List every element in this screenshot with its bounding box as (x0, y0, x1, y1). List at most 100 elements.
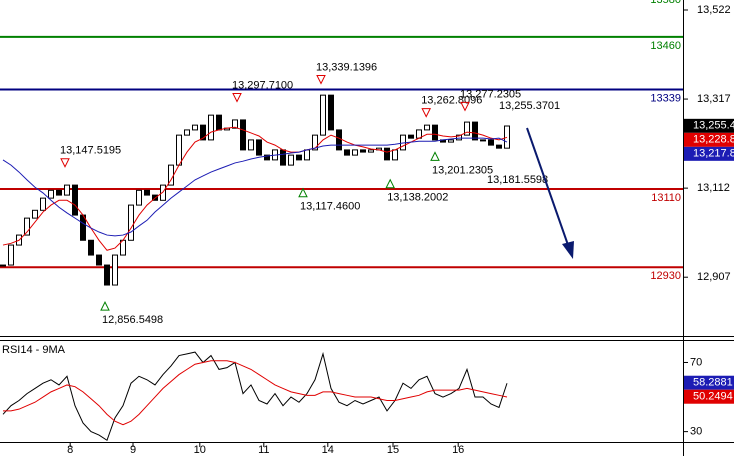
value-tag-label: 58.2881 (693, 377, 733, 389)
level-label: 13110 (651, 192, 681, 204)
annotation: 13,262.8096 (421, 95, 482, 107)
rsi-title: RSI14 - 9MA (2, 344, 66, 356)
candle (32, 209, 38, 219)
candle (40, 197, 46, 211)
value-tag (684, 389, 734, 404)
candle (328, 94, 334, 131)
candle (424, 124, 430, 131)
candle (296, 154, 302, 161)
candle (176, 134, 182, 166)
arrow-head (562, 241, 574, 259)
candle (64, 184, 70, 196)
value-tag-label: 50.2494 (693, 391, 733, 403)
level-label: 13339 (650, 92, 681, 104)
candle (208, 114, 214, 141)
x-tick-label: 11 (258, 444, 269, 456)
candle (104, 264, 110, 286)
candle (56, 189, 62, 196)
y-tick-label: 13,112 (697, 182, 730, 194)
candle (320, 94, 326, 136)
candle (448, 139, 454, 143)
candle (288, 154, 294, 166)
candle (496, 144, 502, 149)
rsi-tick-label: 30 (690, 426, 702, 438)
candle (256, 139, 262, 156)
candle (264, 154, 270, 161)
y-tick-label: 13,317 (697, 93, 731, 105)
candle (248, 139, 254, 151)
candle (456, 134, 462, 141)
candle (344, 149, 350, 156)
x-tick-label: 8 (67, 444, 73, 456)
value-tag-label: 13,217.8 (693, 148, 734, 160)
y-tick-label: 13,522 (697, 4, 731, 16)
peak-marker (316, 74, 326, 85)
level-label: 13460 (650, 40, 681, 52)
level-label: 13580 (650, 0, 681, 6)
value-tag (684, 118, 734, 133)
candle (504, 125, 510, 149)
candle (232, 119, 238, 129)
value-tag-label: 13,228.8 (693, 134, 734, 146)
candle (184, 129, 190, 136)
candle (304, 149, 310, 161)
annotation: 13,117.4600 (300, 201, 360, 213)
x-tick-label: 16 (452, 444, 464, 456)
annotation: 13,277.2305 (460, 88, 521, 100)
value-tag-label: 13,255.4 (693, 120, 734, 132)
rsi-line (2, 351, 508, 442)
peak-marker (232, 92, 242, 103)
candle (392, 149, 398, 161)
candle (368, 149, 374, 153)
x-tick-label: 14 (322, 444, 334, 456)
candle (96, 254, 102, 266)
price-panel: 13,147.5195 13,297.7100 13,339.1396 13,262.… (0, 35, 683, 326)
annotation: 13,339.1396 (316, 61, 377, 73)
candle (336, 129, 342, 151)
x-tick-label: 15 (387, 444, 399, 456)
level-label: 12930 (650, 270, 681, 282)
peak-marker (421, 108, 432, 118)
candle (312, 134, 318, 151)
candle (488, 139, 494, 146)
annotation: 13,297.7100 (232, 79, 293, 91)
candle (136, 189, 142, 206)
candle (432, 124, 438, 141)
candle (112, 254, 118, 286)
candle (24, 217, 30, 236)
x-tick-label: 10 (194, 444, 206, 456)
annotation: 13,201.2305 (432, 164, 493, 176)
candle (360, 149, 366, 153)
candle (200, 124, 206, 141)
peak-marker (60, 158, 70, 168)
candle (352, 149, 358, 156)
candle (464, 121, 470, 136)
candle (144, 189, 150, 196)
annotation: 12,856.5498 (102, 314, 163, 326)
candle (0, 264, 6, 267)
annotation: 13,138.2002 (387, 192, 448, 204)
value-tag (684, 375, 734, 390)
trough-marker (385, 178, 396, 189)
candle (192, 124, 198, 131)
candle (408, 134, 414, 139)
x-tick-label: 9 (130, 444, 136, 456)
candle (384, 147, 390, 161)
annotation: 13,147.5195 (60, 145, 121, 157)
candle (88, 239, 94, 256)
trend-arrow (526, 127, 574, 259)
peak-marker (460, 101, 470, 112)
candle (280, 149, 286, 166)
candle (160, 184, 166, 201)
candle (48, 189, 54, 199)
rsi-tick-label: 70 (690, 356, 702, 368)
candle (472, 121, 478, 141)
candle (216, 114, 222, 131)
candle (240, 119, 246, 151)
value-tag (684, 146, 734, 161)
moving-average (2, 137, 508, 237)
y-tick-label: 12,907 (697, 271, 731, 283)
